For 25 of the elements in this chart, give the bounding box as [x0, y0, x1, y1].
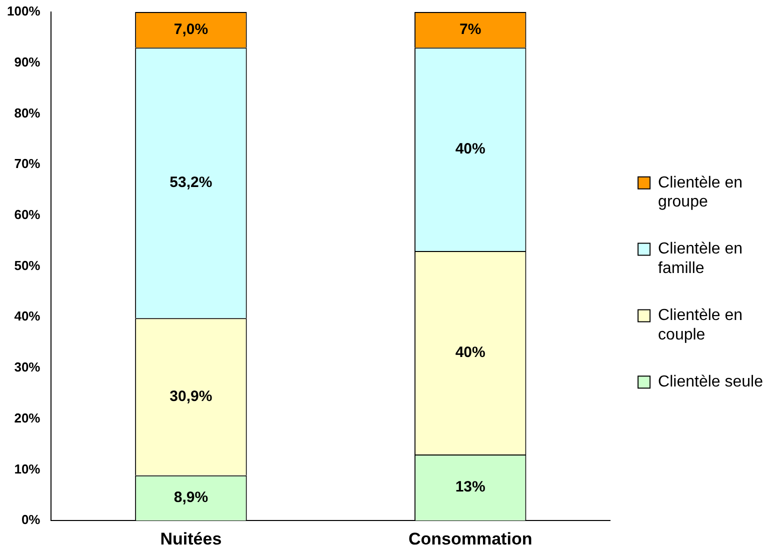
- data-label: 40%: [455, 140, 486, 158]
- y-tick-label: 20%: [14, 410, 41, 426]
- legend-label: Clientèle en famille: [658, 240, 743, 277]
- legend-label: Clientèle en groupe: [658, 174, 743, 211]
- x-tick-label: Consommation: [408, 529, 532, 548]
- y-tick-label: 60%: [14, 207, 41, 222]
- x-tick-label: Nuitées: [160, 529, 222, 548]
- data-label: 53,2%: [170, 174, 212, 192]
- data-label: 40%: [455, 344, 486, 361]
- legend-label: Clientèle en couple: [658, 307, 743, 344]
- data-label: 13%: [455, 478, 486, 496]
- y-tick-label: 80%: [14, 105, 41, 120]
- y-tick-label: 50%: [14, 258, 41, 273]
- data-label: 8,9%: [174, 489, 208, 506]
- legend-label: Clientèle seule: [658, 374, 764, 391]
- y-tick-label: 30%: [14, 360, 41, 375]
- y-tick-label: 0%: [21, 512, 41, 528]
- y-tick-label: 70%: [14, 156, 41, 172]
- y-tick-label: 10%: [14, 461, 41, 476]
- y-tick-label: 100%: [7, 4, 41, 19]
- y-tick-label: 40%: [14, 308, 41, 324]
- data-label: 7,0%: [174, 20, 208, 38]
- data-label: 7%: [460, 20, 482, 38]
- y-tick-label: 90%: [14, 54, 41, 70]
- data-label: 30,9%: [170, 388, 212, 405]
